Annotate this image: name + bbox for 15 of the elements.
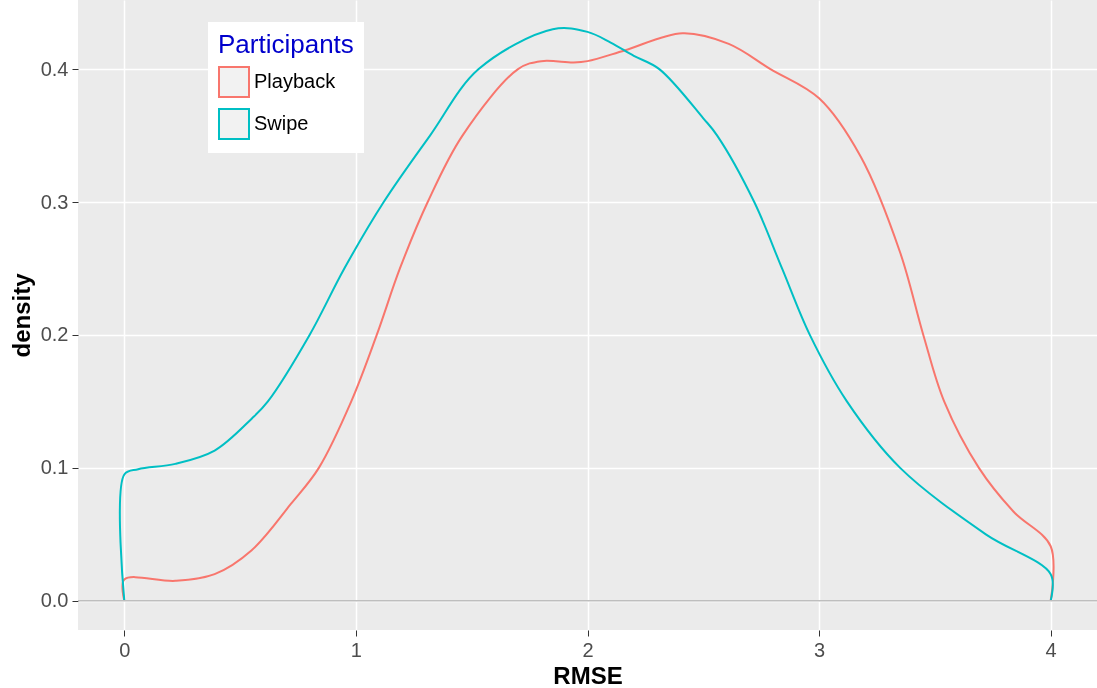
x-tick-label: 3 <box>814 638 826 661</box>
x-tick-label: 4 <box>1045 638 1057 661</box>
legend-title: Participants <box>218 29 354 59</box>
y-tick-label: 0.3 <box>40 190 69 213</box>
y-tick-label: 0.1 <box>40 456 69 479</box>
y-tick-label: 0.2 <box>40 323 69 346</box>
x-tick-label: 1 <box>350 638 362 661</box>
legend-label: Swipe <box>254 112 309 134</box>
y-tick-label: 0.0 <box>40 589 69 612</box>
x-tick-label: 2 <box>582 638 594 661</box>
y-axis-title: density <box>7 272 35 358</box>
x-axis-title: RMSE <box>553 661 623 688</box>
legend-label: Playback <box>254 70 337 92</box>
x-tick-label: 0 <box>119 638 131 661</box>
y-tick-label: 0.4 <box>40 57 69 80</box>
